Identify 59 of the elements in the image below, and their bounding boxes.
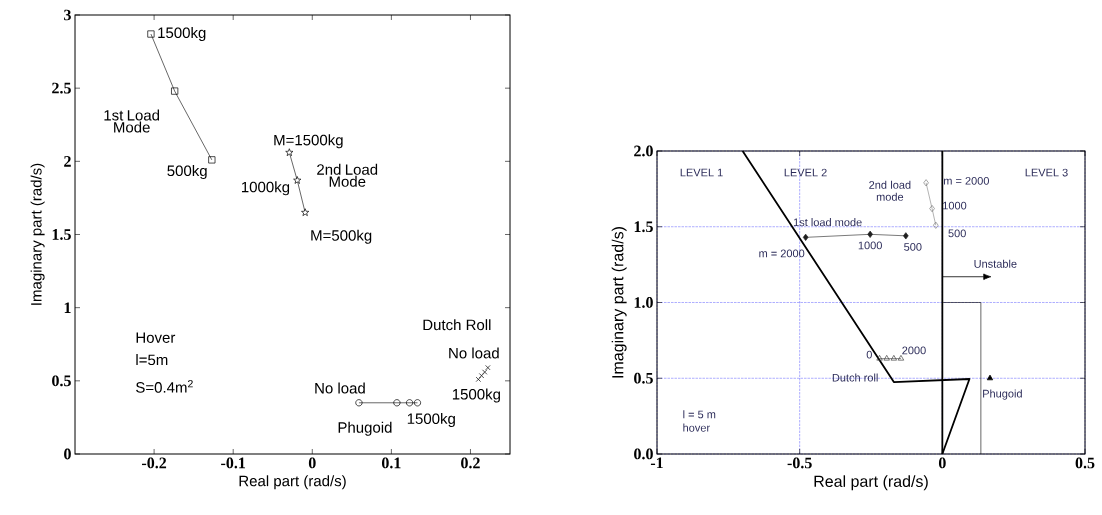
series-label: 1st load mode bbox=[793, 218, 862, 227]
annotation: 2000 bbox=[902, 346, 926, 355]
annotation: m = 2000 bbox=[759, 249, 805, 258]
y-tick-label: 0.5 bbox=[634, 372, 653, 384]
x-tick-label: 0 bbox=[938, 457, 946, 469]
x-tick-label: 0 bbox=[308, 457, 316, 469]
annotation: 1000kg bbox=[241, 181, 290, 196]
x-tick-label: -0.5 bbox=[787, 457, 812, 469]
annotation: LEVEL 3 bbox=[1025, 168, 1068, 177]
annotation: M=500kg bbox=[311, 229, 372, 244]
series-label: Phugoid bbox=[338, 421, 392, 436]
y-axis-title: Imaginary part (rad/s) bbox=[30, 163, 45, 305]
series-label: 1st Load Mode bbox=[104, 109, 160, 133]
annotation: M=1500kg bbox=[274, 134, 343, 149]
annotation: 1500kg bbox=[452, 388, 500, 403]
y-tick-label: 0.5 bbox=[52, 375, 71, 387]
series-label: 2nd load mode bbox=[869, 180, 911, 201]
annotation: 1000 bbox=[858, 241, 882, 250]
annotation: 500kg bbox=[167, 165, 207, 180]
x-axis-title: Real part (rad/s) bbox=[814, 475, 928, 491]
annotation: l=5m bbox=[136, 354, 168, 366]
annotation: Hover bbox=[136, 332, 176, 343]
annotation: LEVEL 1 bbox=[680, 168, 723, 177]
y-tick-label: 1 bbox=[64, 302, 71, 313]
annotation: 1000 bbox=[943, 201, 967, 210]
annotation: No load bbox=[315, 382, 365, 394]
series-label: Dutch roll bbox=[832, 373, 878, 382]
y-tick-label: 1.0 bbox=[634, 297, 653, 308]
y-tick-label: 2.5 bbox=[52, 82, 71, 94]
y-axis-title: Imaginary part (rad/s) bbox=[611, 227, 627, 378]
annotation: Unstable bbox=[974, 259, 1017, 268]
y-tick-label: 0 bbox=[64, 448, 71, 460]
x-tick-label: -1 bbox=[650, 457, 663, 469]
annotation: S=0.4m$^{2}$ bbox=[136, 380, 193, 393]
y-tick-label: 0.0 bbox=[634, 448, 653, 460]
annotation: hover bbox=[683, 423, 710, 432]
annotation: 500 bbox=[904, 243, 922, 251]
annotation: LEVEL 2 bbox=[784, 168, 827, 177]
series-label: Phugoid bbox=[983, 389, 1022, 400]
annotation: No load bbox=[449, 347, 499, 359]
annotation: 0 bbox=[866, 350, 872, 359]
y-tick-label: 2.0 bbox=[634, 145, 653, 157]
series-label: 2nd Load Mode bbox=[317, 163, 378, 187]
annotation: l = 5 m bbox=[683, 410, 716, 419]
annotation: 1500kg bbox=[407, 412, 455, 427]
annotation: 1500kg bbox=[158, 27, 206, 41]
x-tick-label: 0.5 bbox=[1075, 457, 1095, 469]
text: Dutch Roll bbox=[423, 319, 491, 331]
y-tick-label: 1.5 bbox=[634, 221, 653, 233]
y-tick-label: 3 bbox=[64, 9, 71, 21]
y-tick-label: 2 bbox=[64, 156, 71, 167]
x-tick-label: -0.2 bbox=[142, 457, 167, 469]
x-tick-label: 0.2 bbox=[461, 457, 480, 469]
x-tick-label: 0.1 bbox=[381, 457, 401, 469]
x-tick-label: -0.1 bbox=[221, 457, 246, 469]
annotation: 500 bbox=[948, 229, 966, 238]
y-tick-label: 1.5 bbox=[52, 229, 71, 240]
x-axis-title: Real part (rad/s) bbox=[239, 475, 346, 490]
annotation: m = 2000 bbox=[944, 176, 989, 185]
